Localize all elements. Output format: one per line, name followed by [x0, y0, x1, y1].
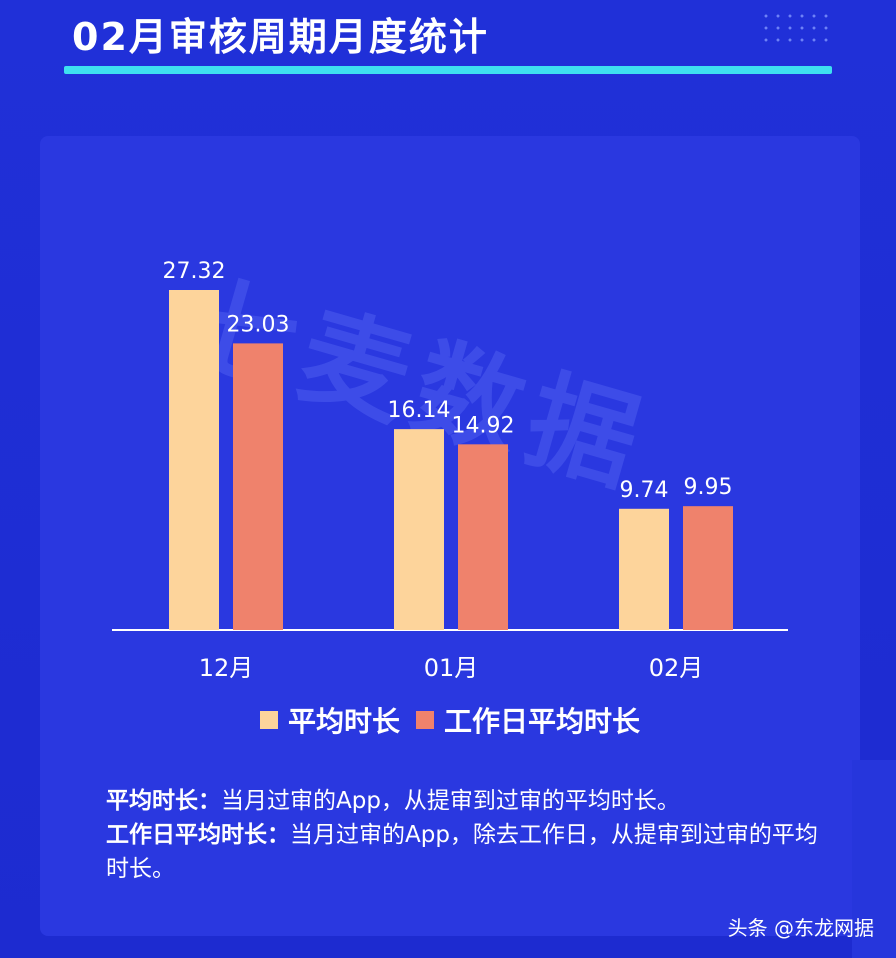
data-label-workday-2: 9.95: [684, 475, 733, 500]
note-workday-term: 工作日平均时长：: [106, 822, 290, 848]
data-label-avg-0: 27.32: [163, 259, 226, 284]
definition-notes: 平均时长：当月过审的App，从提审到过审的平均时长。 工作日平均时长：当月过审的…: [106, 784, 836, 886]
data-label-avg-1: 16.14: [388, 398, 451, 423]
legend-swatch-workday: [416, 711, 435, 729]
legend-item-avg: 平均时长: [260, 700, 400, 740]
bar-workday-0: [233, 343, 283, 630]
page-title: 02月审核周期月度统计: [72, 15, 489, 59]
decorative-stripe: [852, 760, 896, 958]
chart-legend: 平均时长 工作日平均时长: [260, 700, 656, 740]
x-tick-label-2: 02月: [649, 654, 704, 682]
title-underline: [64, 66, 832, 74]
bar-avg-0: [169, 290, 219, 630]
note-average: 平均时长：当月过审的App，从提审到过审的平均时长。: [106, 784, 836, 818]
data-label-workday-1: 14.92: [452, 413, 515, 438]
bar-workday-2: [683, 506, 733, 630]
x-tick-label-1: 01月: [424, 654, 479, 682]
source-credit: 头条 @东龙网据: [727, 916, 874, 940]
note-average-term: 平均时长：: [106, 788, 221, 814]
note-average-text: 当月过审的App，从提审到过审的平均时长。: [221, 788, 680, 814]
note-workday-text: 当月过审的App，除去工作日，从提审到过审的平均时长。: [106, 822, 818, 882]
legend-swatch-avg: [260, 711, 278, 729]
bar-avg-2: [619, 508, 669, 630]
x-tick-label-0: 12月: [199, 654, 254, 682]
legend-label-avg: 平均时长: [288, 705, 401, 738]
legend-label-workday: 工作日平均时长: [444, 705, 641, 738]
bar-avg-1: [394, 429, 444, 630]
data-label-avg-2: 9.74: [620, 478, 669, 503]
data-label-workday-0: 23.03: [227, 312, 290, 337]
legend-item-workday: 工作日平均时长: [416, 700, 640, 740]
decorative-dot-grid: [760, 10, 836, 44]
note-workday: 工作日平均时长：当月过审的App，除去工作日，从提审到过审的平均时长。: [106, 818, 836, 886]
bar-workday-1: [458, 444, 508, 630]
